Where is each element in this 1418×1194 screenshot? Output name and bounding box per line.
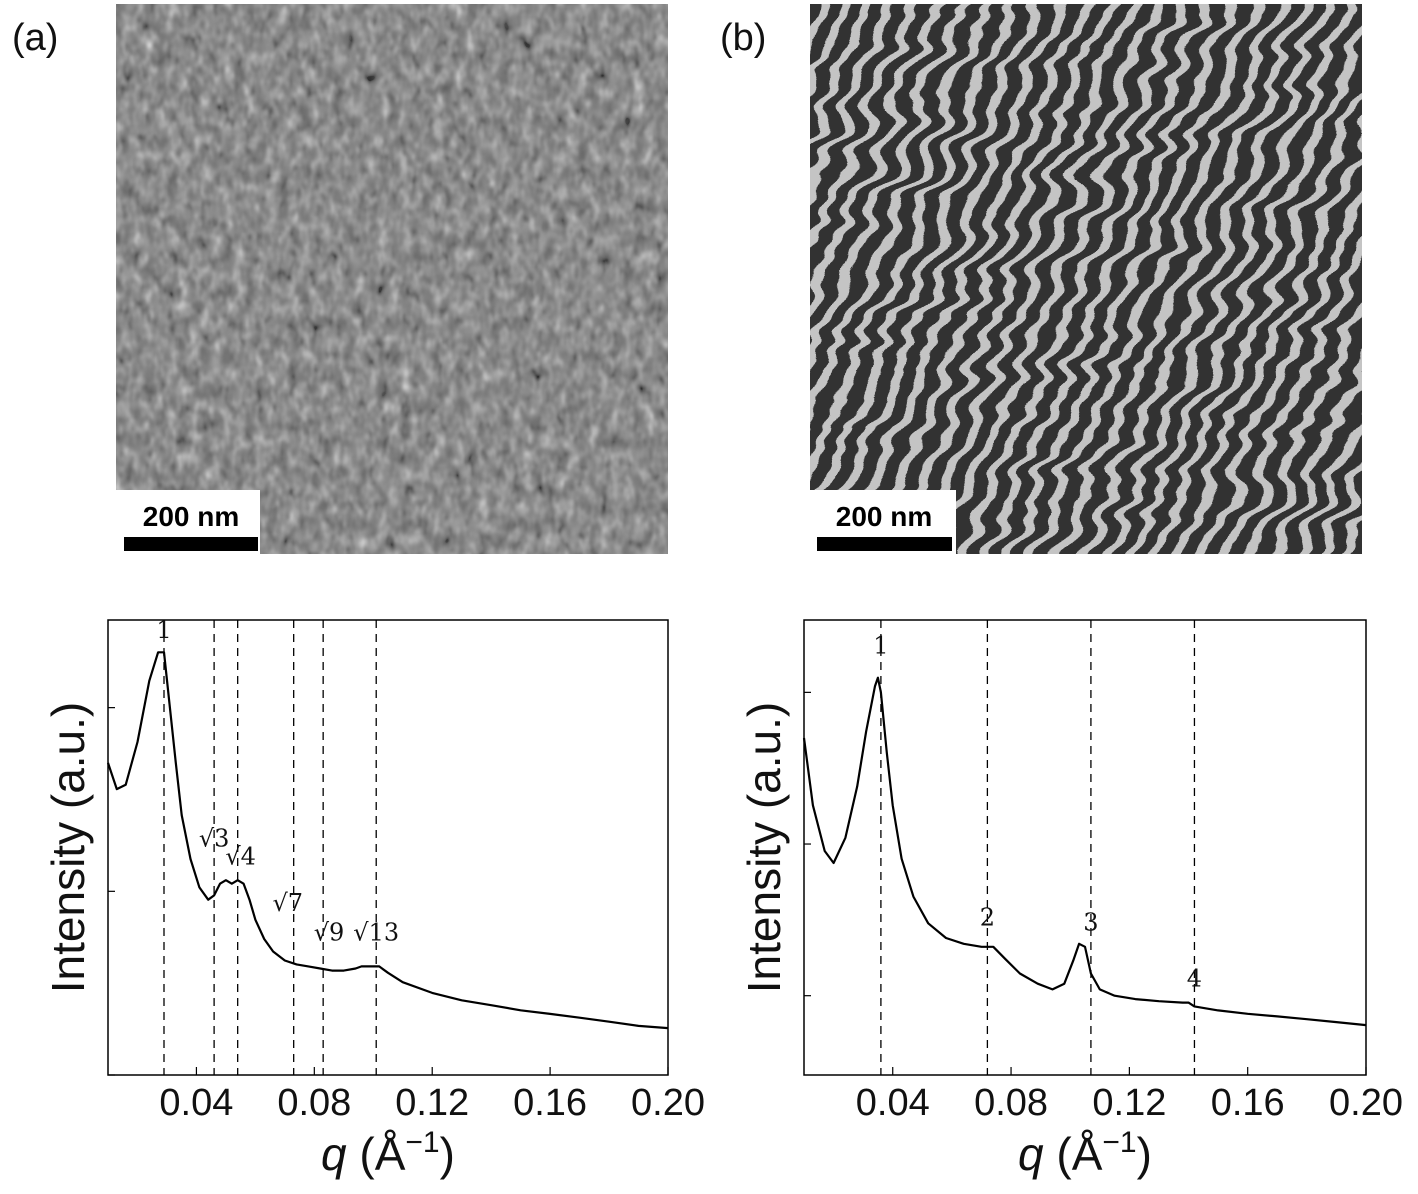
peak-annotation: √7 xyxy=(273,889,304,917)
scalebar-b-label: 200 nm xyxy=(836,501,933,532)
scalebar-a-label: 200 nm xyxy=(143,501,240,532)
peak-annotation: √13 xyxy=(353,918,399,946)
panel-letter-b: (b) xyxy=(720,17,766,59)
scattering-curve xyxy=(802,676,1367,1027)
x-tick-label: 0.12 xyxy=(395,1082,469,1124)
x-tick-label: 0.08 xyxy=(277,1082,351,1124)
saxs-chart-b: 0.04 0.08 0.12 0.16 0.20 1 2 3 4 Intensity (a.u.)… xyxy=(738,619,1403,1180)
scattering-curve xyxy=(106,651,669,1030)
peak-annotation: 4 xyxy=(1187,964,1202,992)
peak-annotation: 1 xyxy=(156,616,171,644)
y-axis-label: Intensity (a.u.) xyxy=(42,702,94,993)
peak-annotation: √9 xyxy=(314,918,345,946)
x-tick-label: 0.08 xyxy=(974,1082,1048,1124)
x-axis-label: q (Å−1) xyxy=(321,1126,455,1180)
x-tick-label: 0.16 xyxy=(513,1082,587,1124)
peak-annotation: 3 xyxy=(1083,908,1098,936)
peak-annotation: 1 xyxy=(873,632,888,660)
x-tick-label: 0.04 xyxy=(856,1082,930,1124)
plot-frame xyxy=(107,619,669,1076)
x-tick-label: 0.04 xyxy=(159,1082,233,1124)
x-tick-label: 0.12 xyxy=(1092,1082,1166,1124)
x-tick-label: 0.20 xyxy=(1329,1082,1403,1124)
peak-annotation: 2 xyxy=(980,904,995,932)
plot-frame xyxy=(803,619,1367,1076)
panel-letter-a: (a) xyxy=(12,17,58,59)
scalebar-a: 200 nm xyxy=(116,490,260,554)
scalebar-b: 200 nm xyxy=(810,490,956,554)
x-axis-label: q (Å−1) xyxy=(1018,1126,1152,1180)
y-axis-label: Intensity (a.u.) xyxy=(738,702,790,993)
micrograph-a xyxy=(116,4,668,554)
peak-annotation: √3 xyxy=(199,825,230,853)
saxs-chart-a: 0.04 0.08 0.12 0.16 0.20 1 √3√4 √7 √9 √13 Intensit… xyxy=(42,616,705,1180)
micrograph-b xyxy=(810,4,1362,554)
x-tick-label: 0.16 xyxy=(1211,1082,1285,1124)
x-tick-label: 0.20 xyxy=(631,1082,705,1124)
peak-annotation: √4 xyxy=(225,842,256,870)
